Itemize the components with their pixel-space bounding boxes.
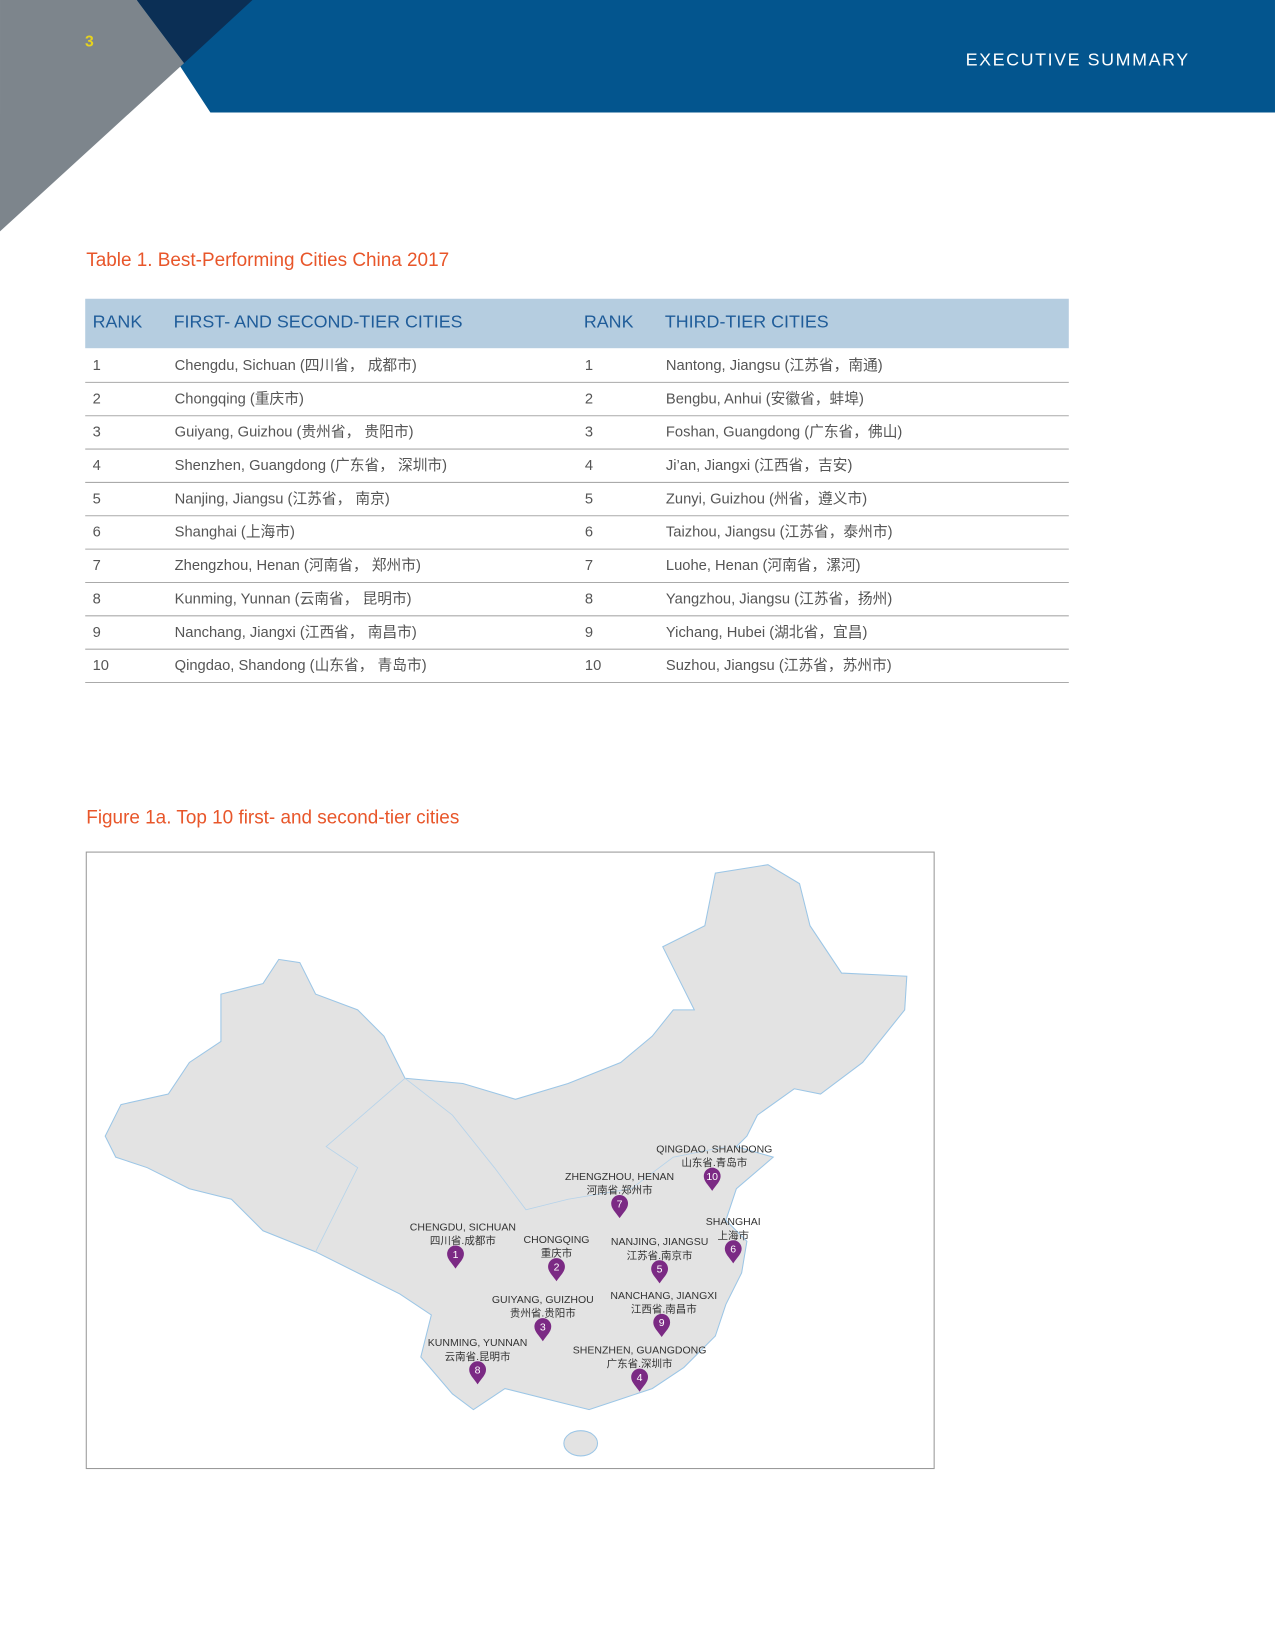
pin-number: 10 [706, 1171, 718, 1183]
map-pin [469, 1361, 487, 1385]
pin-number: 6 [730, 1244, 736, 1256]
table-cell: 6 [585, 525, 593, 541]
table-cell: Kunming, Yunnan (云南省， 昆明市) [175, 590, 412, 607]
map-pin [651, 1260, 669, 1284]
city-local-label: 山东省.青岛市 [681, 1156, 747, 1169]
pin-number: 8 [475, 1364, 481, 1376]
table-cell: Taizhou, Jiangsu (江苏省，泰州市) [666, 524, 893, 541]
city-local-label: 四川省.成都市 [430, 1234, 496, 1247]
pin-number: 7 [617, 1198, 623, 1210]
table-cell: 1 [585, 358, 593, 374]
table-cell: 7 [93, 558, 101, 574]
map-pin [724, 1240, 742, 1264]
table-cell: 2 [93, 391, 101, 407]
table-cell: Shanghai (上海市) [175, 524, 295, 541]
city-label: SHENZHEN, GUANGDONG [573, 1344, 707, 1356]
city-label: NANCHANG, JIANGXI [610, 1290, 717, 1302]
table-cell: 8 [585, 591, 593, 607]
table-cell: Nanjing, Jiangsu (江苏省， 南京) [175, 490, 390, 507]
table-cell: Bengbu, Anhui (安徽省，蚌埠) [666, 389, 864, 407]
table-cell: Yangzhou, Jiangsu (江苏省，扬州) [666, 590, 892, 607]
table-cell: 3 [585, 425, 593, 441]
china-map [104, 864, 908, 1411]
table-cell: Zhengzhou, Henan (河南省， 郑州市) [175, 557, 421, 574]
map-pin [631, 1368, 649, 1392]
table-cell: Chengdu, Sichuan (四川省， 成都市) [175, 357, 417, 374]
column-header: RANK [584, 312, 634, 332]
map-pin [611, 1195, 629, 1219]
city-label: KUNMING, YUNNAN [428, 1337, 528, 1349]
city-local-label: 江苏省.南京市 [627, 1249, 693, 1262]
map-pin [447, 1245, 464, 1269]
city-local-label: 重庆市 [541, 1247, 573, 1260]
column-header: RANK [93, 312, 143, 332]
city-local-label: 江西省.南昌市 [631, 1302, 697, 1315]
city-label: GUIYANG, GUIZHOU [492, 1294, 594, 1306]
table-cell: Chongqing (重庆市) [175, 390, 304, 407]
table-cell: Yichang, Hubei (湖北省，宜昌) [666, 624, 868, 641]
header-band [136, 0, 1275, 113]
table-cell: 5 [585, 491, 593, 507]
table-cell: Ji’an, Jiangxi (江西省，吉安) [666, 457, 852, 474]
table-cell: 10 [93, 658, 109, 674]
table-cell: Luohe, Henan (河南省，漯河) [666, 557, 861, 574]
map-pin [703, 1167, 721, 1191]
table-cell: 2 [585, 391, 593, 407]
city-label: QINGDAO, SHANDONG [656, 1144, 772, 1156]
column-header: THIRD-TIER CITIES [665, 312, 829, 332]
map-pin [534, 1318, 552, 1342]
pin-number: 2 [554, 1261, 560, 1273]
city-label: CHONGQING [524, 1234, 590, 1246]
city-local-label: 河南省.郑州市 [587, 1184, 653, 1197]
table-cell: 9 [585, 625, 593, 641]
column-header: FIRST- AND SECOND-TIER CITIES [174, 312, 463, 332]
map-pin [653, 1313, 671, 1338]
city-local-label: 贵州省.贵阳市 [510, 1307, 576, 1320]
table-cell: 3 [93, 425, 101, 441]
table-cell: 1 [93, 358, 101, 374]
city-local-label: 云南省.昆明市 [445, 1350, 511, 1363]
table-cell: 7 [585, 558, 593, 574]
table-cell: Guiyang, Guizhou (贵州省， 贵阳市) [175, 424, 414, 441]
table-cell: 4 [93, 458, 101, 474]
pin-number: 4 [637, 1372, 643, 1384]
city-label: CHENGDU, SICHUAN [410, 1221, 516, 1233]
table-cell: Nanchang, Jiangxi (江西省， 南昌市) [175, 624, 417, 641]
table-cell: Qingdao, Shandong (山东省， 青岛市) [175, 657, 427, 674]
province-borders [315, 1077, 726, 1253]
pin-number: 9 [659, 1317, 665, 1329]
table-cell: 8 [93, 591, 101, 607]
page-number: 3 [85, 33, 94, 50]
table-cell: Shenzhen, Guangdong (广东省， 深圳市) [175, 457, 447, 474]
city-label: ZHENGZHOU, HENAN [565, 1171, 674, 1183]
table-cell: Zunyi, Guizhou (州省，遵义市) [666, 489, 867, 507]
table-header-bg [85, 298, 1069, 349]
hainan [563, 1430, 599, 1457]
table-cell: Suzhou, Jiangsu (江苏省，苏州市) [666, 657, 892, 674]
map-pin [548, 1258, 565, 1282]
corner-gray [0, 0, 185, 232]
city-label: NANJING, JIANGSU [611, 1236, 708, 1248]
pin-number: 3 [540, 1321, 546, 1333]
figure-title: Figure 1a. Top 10 first- and second-tier… [86, 807, 459, 828]
table-cell: 5 [93, 491, 101, 507]
table-cell: 9 [93, 625, 101, 641]
city-label: SHANGHAI [706, 1216, 761, 1228]
city-local-label: 上海市 [717, 1229, 749, 1242]
section-title: EXECUTIVE SUMMARY [966, 50, 1190, 70]
table-title: Table 1. Best-Performing Cities China 20… [86, 250, 449, 271]
corner-navy [136, 0, 253, 64]
city-local-label: 广东省.深圳市 [607, 1357, 673, 1370]
pin-number: 5 [657, 1263, 663, 1275]
table-cell: 6 [93, 525, 101, 541]
table-cell: Nantong, Jiangsu (江苏省，南通) [666, 357, 883, 374]
table-cell: 4 [585, 458, 593, 474]
pin-number: 1 [453, 1249, 459, 1261]
table-cell: 10 [585, 658, 601, 674]
table-cell: Foshan, Guangdong (广东省，佛山) [666, 424, 902, 441]
